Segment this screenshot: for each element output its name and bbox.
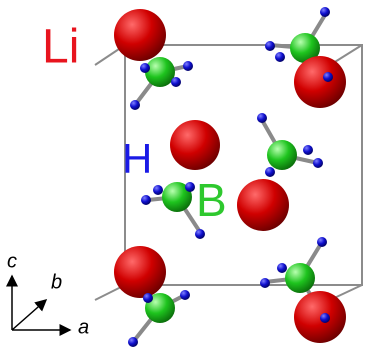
crystal-structure: Li H B c b a: [0, 0, 368, 348]
h-label: H: [122, 135, 152, 182]
axis-a-label: a: [78, 316, 89, 338]
axis-c-label: c: [7, 250, 17, 272]
li-label: Li: [42, 21, 79, 74]
axis-b-label: b: [51, 271, 62, 293]
axes-indicator: c b a: [7, 250, 89, 338]
b-label: B: [196, 174, 227, 226]
